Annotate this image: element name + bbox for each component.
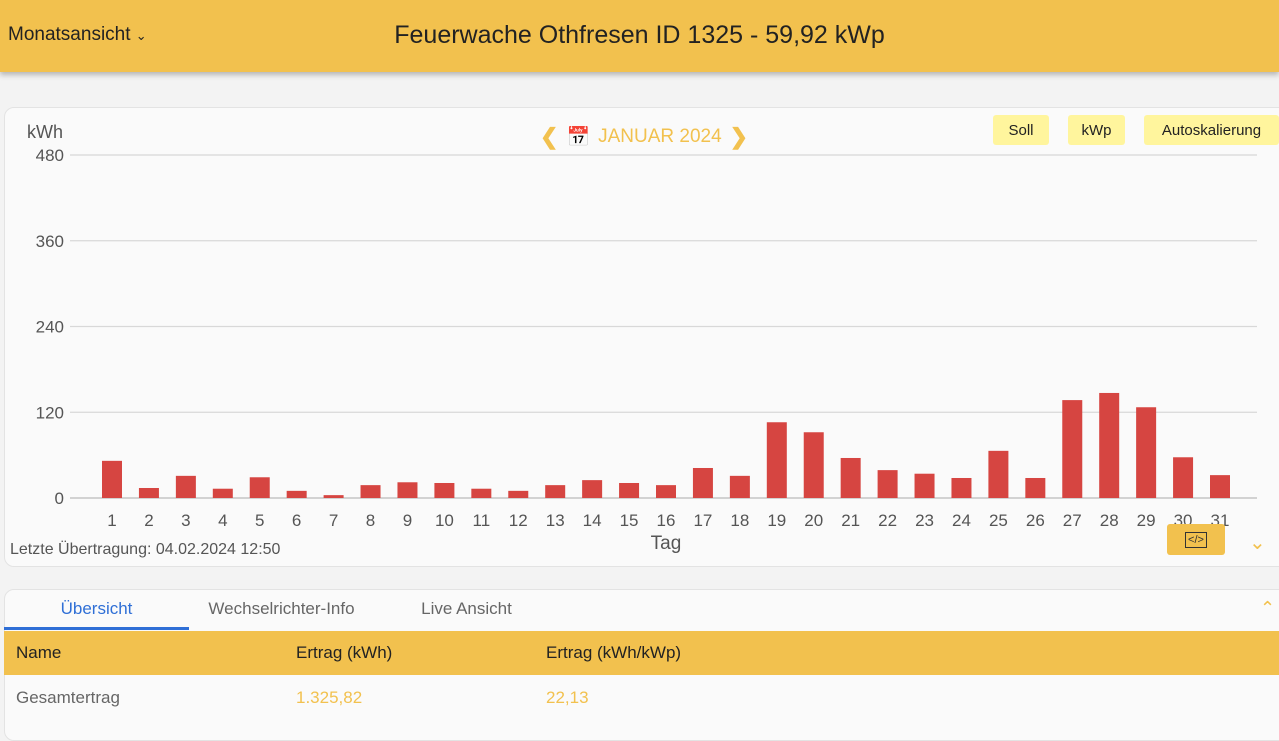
col-ertrag-kwhkwp: Ertrag (kWh/kWp) xyxy=(546,643,682,662)
calendar-icon[interactable]: 📅 xyxy=(566,127,591,148)
col-ertrag-kwh: Ertrag (kWh) xyxy=(296,643,393,662)
collapse-chevron-icon[interactable]: ⌃ xyxy=(1260,598,1276,618)
next-month-icon[interactable]: ❯ xyxy=(729,124,749,149)
last-transfer: Letzte Übertragung: 04.02.2024 12:50 xyxy=(10,541,281,558)
soll-button[interactable]: Soll xyxy=(993,115,1049,145)
month-navigator: ❮ 📅 JANUAR 2024 ❯ xyxy=(540,124,748,150)
header-bar: Monatsansicht ⌄ Feuerwache Othfresen ID … xyxy=(0,0,1279,72)
cell-ertrag-kwhkwp: 22,13 xyxy=(546,688,589,707)
view-selector-label: Monatsansicht xyxy=(8,24,131,45)
tab-live-ansicht[interactable]: Live Ansicht xyxy=(421,599,512,618)
prev-month-icon[interactable]: ❮ xyxy=(540,124,559,149)
chevron-down-icon: ⌄ xyxy=(135,28,147,43)
tab-bar: Übersicht Wechselrichter-Info Live Ansic… xyxy=(4,590,559,630)
col-name: Name xyxy=(16,643,62,662)
table-row: Gesamtertrag 1.325,82 22,13 xyxy=(4,676,1279,720)
kwp-button[interactable]: kWp xyxy=(1068,115,1125,145)
view-selector[interactable]: Monatsansicht ⌄ xyxy=(8,24,147,46)
tab-wechselrichter-info[interactable]: Wechselrichter-Info xyxy=(208,599,355,618)
code-file-icon: </> xyxy=(1185,531,1207,548)
export-button[interactable]: </> xyxy=(1167,524,1225,555)
month-label[interactable]: JANUAR 2024 xyxy=(598,126,722,147)
chart-card xyxy=(4,107,1279,567)
cell-ertrag-kwh: 1.325,82 xyxy=(296,688,363,707)
table-header: Name Ertrag (kWh) Ertrag (kWh/kWp) xyxy=(4,631,1279,675)
cell-name: Gesamtertrag xyxy=(16,688,120,707)
autoscale-button[interactable]: Autoskalierung xyxy=(1144,115,1279,145)
page-title: Feuerwache Othfresen ID 1325 - 59,92 kWp xyxy=(394,21,885,49)
expand-chevron-icon[interactable]: ⌄ xyxy=(1249,532,1266,554)
tab-uebersicht[interactable]: Übersicht xyxy=(4,590,189,630)
